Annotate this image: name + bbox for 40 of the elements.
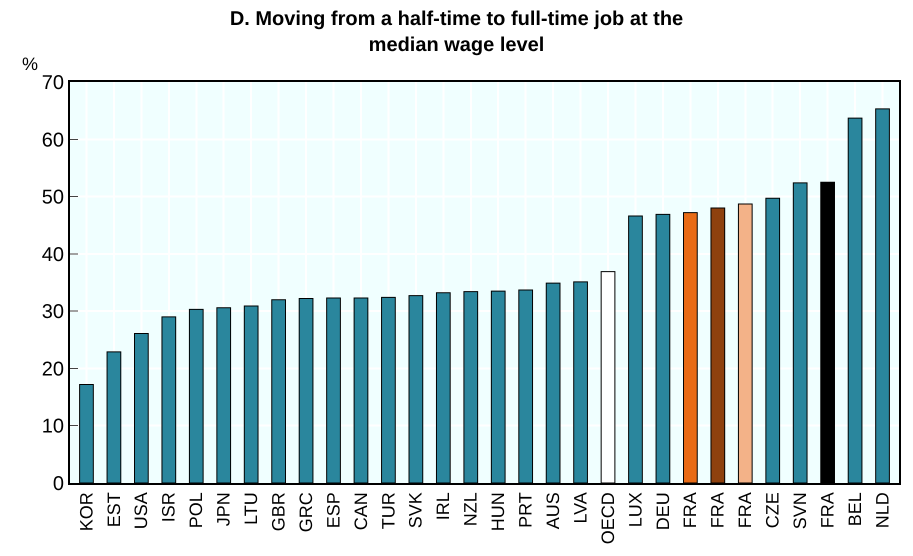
x-tick-label: ESP [323, 492, 344, 528]
x-tick-label: FRA [817, 492, 838, 528]
chart-title: D. Moving from a half-time to full-time job at the median wage level [230, 8, 684, 56]
x-tick-label: FRA [708, 492, 728, 528]
y-tick-label: 50 [42, 186, 64, 209]
x-tick-label: POL [186, 492, 206, 528]
x-tick-label: CAN [350, 492, 371, 530]
x-tick-label: LUX [625, 492, 646, 528]
y-tick-label: 30 [42, 301, 64, 324]
x-tick-label: DEU [652, 492, 673, 530]
x-tick-label: FRA [680, 492, 700, 528]
x-tick-label: HUN [488, 492, 508, 532]
x-tick-label: NLD [872, 492, 892, 528]
x-tick-label: NZL [460, 492, 481, 526]
x-tick-label: FRA [735, 492, 756, 528]
y-axis-title: % [22, 54, 38, 74]
x-tick-label: GBR [268, 492, 288, 532]
x-tick-label: LTU [241, 492, 262, 525]
x-tick-label: LVA [570, 492, 590, 524]
x-tick-label: SVN [790, 492, 810, 530]
y-tick-label: 20 [42, 358, 64, 380]
x-tick-label: PRT [516, 492, 536, 528]
x-tick-label: USA [131, 492, 152, 530]
x-tick-label: EST [104, 492, 124, 528]
x-tick-label: JPN [214, 492, 234, 526]
y-tick-label: 70 [42, 72, 64, 94]
x-tick-label: CZE [762, 492, 783, 528]
x-tick-label: BEL [844, 492, 865, 526]
y-tick-label: 0 [52, 473, 64, 495]
x-tick-label: KOR [76, 492, 96, 532]
x-tick-label: IRL [433, 492, 454, 520]
y-tick-label: 40 [42, 244, 64, 266]
x-tick-label: ISR [158, 492, 179, 522]
x-tick-label: TUR [378, 492, 398, 530]
y-tick-label: 60 [42, 129, 64, 152]
x-tick-label: SVK [406, 492, 426, 528]
x-tick-label: OECD [598, 492, 618, 544]
y-tick-label: 10 [42, 416, 64, 438]
x-tick-label: GRC [296, 492, 316, 532]
x-tick-label: AUS [542, 492, 563, 530]
